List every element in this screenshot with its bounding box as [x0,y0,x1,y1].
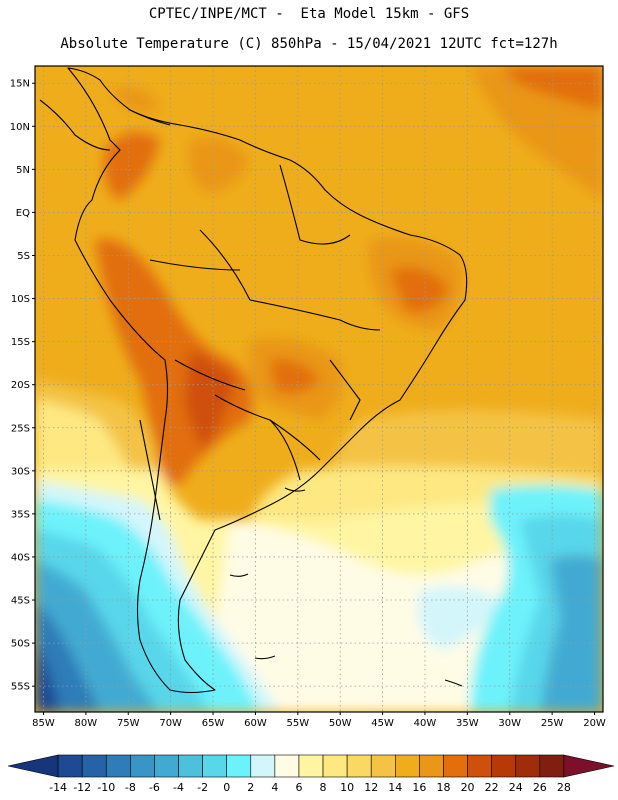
lat-tick-label: 45S [11,596,30,607]
colorbar-label: 24 [508,781,523,794]
lon-tick-label: 60W [244,718,267,729]
lon-tick-label: 30W [498,718,521,729]
colorbar-swatch [395,754,420,778]
colorbar-label: 6 [295,781,303,794]
colorbar-swatch [467,754,492,778]
colorbar-label: -4 [173,781,184,794]
temperature-field [35,66,603,712]
colorbar-swatch [419,754,444,778]
colorbar-label: 4 [271,781,279,794]
colorbar-swatch [7,754,59,778]
colorbar-label: 8 [319,781,327,794]
lat-tick-label: 10N [10,122,30,133]
lon-tick-label: 40W [414,718,437,729]
lat-tick-label: EQ [16,208,30,219]
lat-tick-label: 15N [10,79,30,90]
colorbar-label: -6 [148,781,160,794]
colorbar-swatch [563,754,615,778]
colorbar-label: 28 [556,781,571,794]
coastlines [39,67,468,694]
lon-tick-label: 50W [329,718,352,729]
colorbar-label: -8 [124,781,136,794]
colorbar-label: -12 [73,781,92,794]
lon-tick-label: 65W [202,718,225,729]
lon-tick-label: 55W [286,718,309,729]
lat-tick-label: 20S [11,380,30,391]
colorbar-label: 18 [436,781,451,794]
colorbar-swatch [298,754,324,778]
colorbar-label: 12 [364,781,379,794]
lon-tick-label: 85W [32,718,55,729]
lat-tick-label: 40S [11,552,30,563]
colorbar-swatch [274,754,300,778]
lat-tick-label: 5S [17,251,30,262]
map-title: CPTEC/INPE/MCT - Eta Model 15km - GFS [148,6,470,22]
colorbar [7,754,615,778]
lon-tick-label: 35W [456,718,479,729]
colorbar-label: 14 [388,781,403,794]
longitude-ticks: 85W 80W 75W 70W 65W 60W 55W 50W 45W 40W 35W 30W 25W 2… [32,712,606,729]
lon-tick-label: 70W [159,718,182,729]
lon-tick-label: 75W [117,718,140,729]
colorbar-swatch [491,754,517,778]
colorbar-swatch [105,754,131,778]
lon-tick-label: 20W [583,718,606,729]
map-frame [34,65,604,713]
colorbar-swatch [81,754,107,778]
colorbar-label: 16 [412,781,427,794]
colorbar-swatch [515,754,541,778]
colorbar-label: 2 [247,781,255,794]
colorbar-swatch [202,754,227,778]
colorbar-label: 20 [460,781,475,794]
lat-tick-label: 35S [11,509,30,520]
colorbar-swatch [443,754,468,778]
colorbar-swatch [226,754,252,778]
colorbar-swatch [370,754,396,778]
colorbar-label: 26 [532,781,547,794]
colorbar-swatch [346,754,372,778]
lat-tick-label: 50S [11,639,30,650]
colorbar-swatch [539,754,565,778]
lat-tick-label: 15S [11,337,30,348]
colorbar-swatch [130,754,155,778]
map-subtitle: Absolute Temperature (C) 850hPa - 15/04/… [60,36,558,52]
colorbar-label: 10 [340,781,355,794]
colorbar-swatch [57,754,83,778]
colorbar-label: -10 [97,781,116,794]
colorbar-swatch [178,754,203,778]
lat-tick-label: 55S [11,682,30,693]
lat-tick-label: 10S [11,294,30,305]
lon-tick-label: 45W [371,718,394,729]
colorbar-label: 0 [223,781,231,794]
colorbar-label: -2 [197,781,209,794]
latitude-ticks: 15N 10N 5N EQ 5S 10S 15S 20S 25S 30S 35S 40S 45S 50S 5… [10,79,35,693]
lat-tick-label: 30S [11,466,30,477]
colorbar-swatch [154,754,179,778]
lon-tick-label: 80W [75,718,98,729]
lat-tick-label: 25S [11,423,30,434]
lat-tick-label: 5N [16,165,30,176]
colorbar-label: -14 [49,781,68,794]
colorbar-swatch [322,754,348,778]
colorbar-swatch [250,754,276,778]
colorbar-label: 22 [484,781,499,794]
lon-tick-label: 25W [541,718,564,729]
